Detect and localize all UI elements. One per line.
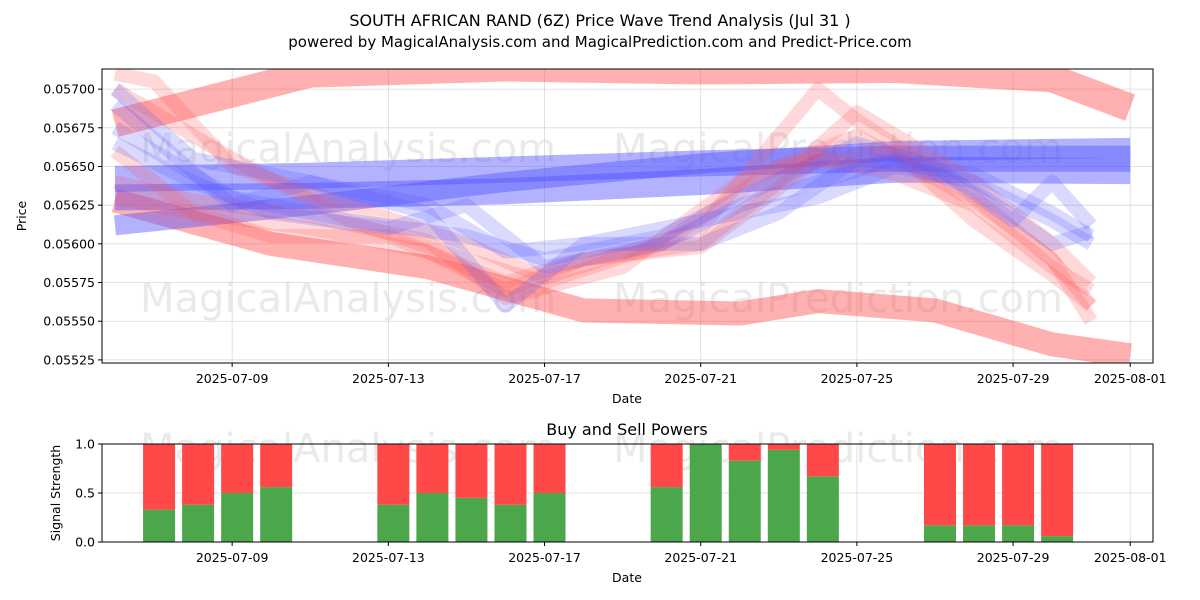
sell-power-bar xyxy=(963,444,996,526)
signal-x-tick-label: 2025-07-29 xyxy=(977,550,1050,565)
band-series-blue xyxy=(114,156,1131,211)
sell-power-bar xyxy=(143,444,176,510)
wave-series-blue xyxy=(110,99,1095,313)
price-y-tick-label: 0.05650 xyxy=(43,159,95,174)
sell-power-bar xyxy=(494,444,527,505)
buy-sell-plot: Buy and Sell Powers MagicalAnalysis.com … xyxy=(48,420,1167,585)
price-plot-frame xyxy=(101,68,1154,364)
buy-power-bar xyxy=(143,509,176,542)
sell-power-bar xyxy=(221,444,254,493)
signal-y-tick-label: 0.5 xyxy=(75,486,95,501)
price-y-tick-label: 0.05675 xyxy=(43,120,95,135)
wave-series-red xyxy=(113,69,1098,325)
signal-y-tick-label: 1.0 xyxy=(75,437,95,452)
price-y-axis-label: Price xyxy=(14,200,29,231)
buy-power-bar xyxy=(689,444,722,542)
sell-power-bar xyxy=(1041,444,1074,537)
band-series-red xyxy=(111,188,1132,363)
signal-x-tick-label: 2025-08-01 xyxy=(1094,550,1167,565)
buy-power-bar xyxy=(1041,536,1074,542)
band-series-red xyxy=(111,69,1136,137)
band-series-blue xyxy=(114,145,1131,192)
watermark-group: MagicalAnalysis.com MagicalPrediction.co… xyxy=(140,126,1063,322)
signal-x-tick-label: 2025-07-09 xyxy=(196,550,269,565)
sell-power-bar xyxy=(533,444,566,493)
price-y-tick-label: 0.05625 xyxy=(43,198,95,213)
price-x-tick-label: 2025-07-29 xyxy=(977,371,1050,386)
sell-power-bar xyxy=(767,444,800,450)
watermark-magical-prediction: MagicalPrediction.com xyxy=(613,276,1063,322)
price-x-tick-label: 2025-07-17 xyxy=(508,371,581,386)
price-grid xyxy=(102,69,1153,363)
signal-x-tick-label: 2025-07-17 xyxy=(508,550,581,565)
wave-series-blue xyxy=(111,137,1094,275)
band-series-blue xyxy=(113,137,1131,236)
price-x-tick-label: 2025-07-21 xyxy=(664,371,737,386)
wave-series-blue xyxy=(111,121,1097,267)
main-chart-subtitle: powered by MagicalAnalysis.com and Magic… xyxy=(288,33,912,51)
price-y-tick-label: 0.05600 xyxy=(43,236,95,251)
signal-bars-group xyxy=(143,444,1074,542)
buy-power-bar xyxy=(923,525,956,542)
sell-power-bar xyxy=(650,444,683,488)
wave-series-red xyxy=(113,128,1097,311)
signal-y-ticks: 0.0 0.5 1.0 xyxy=(75,437,102,550)
signal-x-ticks: 2025-07-09 2025-07-13 2025-07-17 2025-07-21… xyxy=(196,542,1167,565)
signal-x-tick-label: 2025-07-13 xyxy=(352,550,425,565)
wave-series-red xyxy=(110,105,1097,290)
buy-sell-title: Buy and Sell Powers xyxy=(546,420,708,439)
wave-series-blue xyxy=(110,83,1095,259)
price-y-tick-label: 0.05525 xyxy=(43,352,95,367)
wave-series-red xyxy=(111,83,1096,312)
buy-power-bar xyxy=(455,497,488,542)
sell-power-bar xyxy=(377,444,410,505)
watermark-magical-prediction: MagicalPrediction.com xyxy=(613,126,1063,172)
signal-x-axis-label: Date xyxy=(612,570,642,585)
buy-power-bar xyxy=(1002,525,1035,542)
watermark-magical-analysis: MagicalAnalysis.com xyxy=(140,126,556,172)
buy-power-bar xyxy=(728,460,761,542)
sell-power-bar xyxy=(1002,444,1035,526)
price-x-tick-label: 2025-08-01 xyxy=(1094,371,1167,386)
buy-power-bar xyxy=(650,487,683,542)
price-y-tick-label: 0.05550 xyxy=(43,314,95,329)
price-x-ticks: 2025-07-09 2025-07-13 2025-07-17 2025-07-21… xyxy=(196,363,1167,386)
sell-power-bar xyxy=(923,444,956,526)
price-wave-plot: MagicalAnalysis.com MagicalPrediction.co… xyxy=(14,68,1167,406)
sell-power-bar xyxy=(806,444,839,477)
signal-x-tick-label: 2025-07-25 xyxy=(821,550,894,565)
sell-power-bar xyxy=(182,444,215,505)
signal-y-tick-label: 0.0 xyxy=(75,535,95,550)
wave-series-red xyxy=(113,151,1095,298)
main-chart-title: SOUTH AFRICAN RAND (6Z) Price Wave Trend… xyxy=(349,11,850,30)
sell-power-bar xyxy=(416,444,449,493)
sell-power-bar xyxy=(728,444,761,461)
wave-series-group xyxy=(110,69,1098,325)
signal-x-tick-label: 2025-07-21 xyxy=(664,550,737,565)
price-x-tick-label: 2025-07-09 xyxy=(196,371,269,386)
signal-y-axis-label: Signal Strength xyxy=(48,445,63,541)
price-x-tick-label: 2025-07-25 xyxy=(821,371,894,386)
buy-power-bar xyxy=(767,449,800,542)
sell-power-bar xyxy=(260,444,293,488)
buy-power-bar xyxy=(377,504,410,542)
watermark-magical-analysis: MagicalAnalysis.com xyxy=(140,276,556,322)
buy-power-bar xyxy=(182,504,215,542)
buy-power-bar xyxy=(963,525,996,542)
price-y-tick-label: 0.05700 xyxy=(43,82,95,97)
sell-power-bar xyxy=(455,444,488,498)
buy-power-bar xyxy=(260,487,293,542)
price-x-tick-label: 2025-07-13 xyxy=(352,371,425,386)
buy-power-bar xyxy=(494,504,527,542)
buy-power-bar xyxy=(221,493,254,542)
buy-power-bar xyxy=(806,476,839,542)
buy-power-bar xyxy=(416,493,449,542)
price-y-tick-label: 0.05575 xyxy=(43,275,95,290)
price-y-ticks: 0.05525 0.05550 0.05575 0.05600 0.05625 0.056… xyxy=(43,82,102,367)
band-series-group xyxy=(111,69,1136,363)
buy-power-bar xyxy=(533,493,566,542)
price-x-axis-label: Date xyxy=(612,391,642,406)
